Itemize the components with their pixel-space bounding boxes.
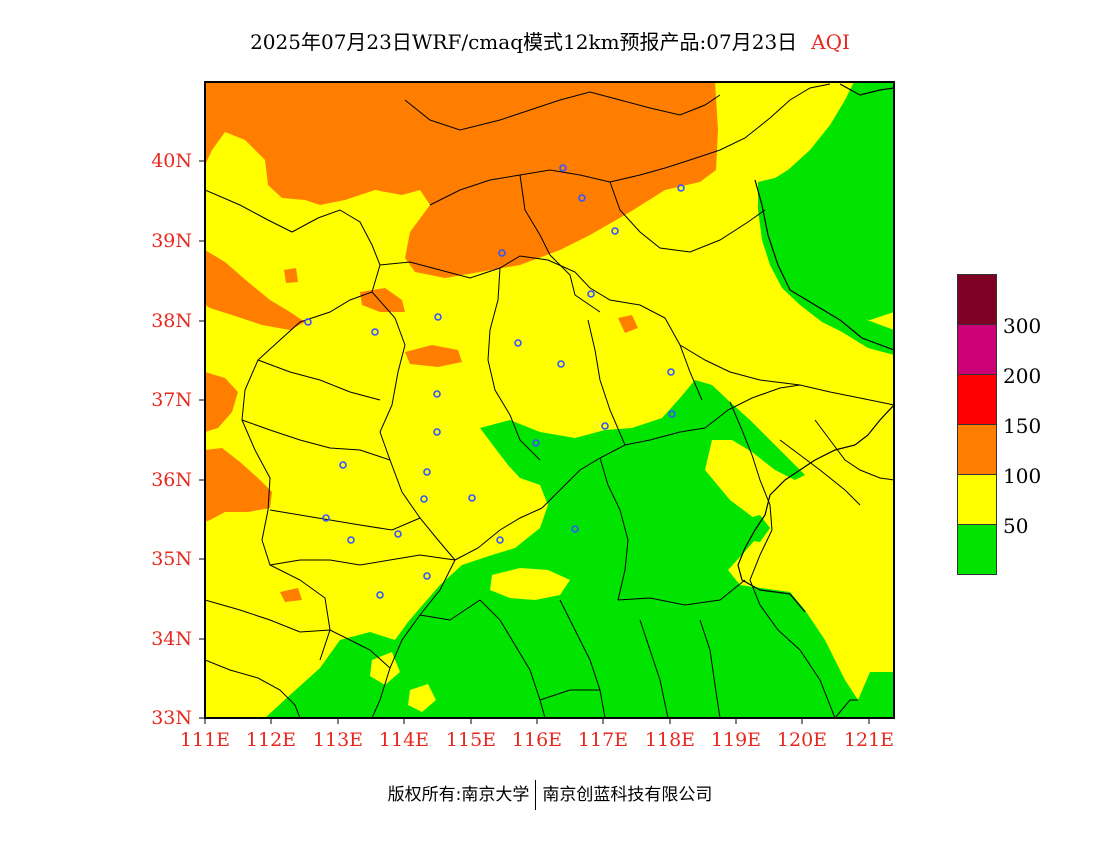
- footer-separator: [535, 780, 537, 810]
- zone-orange-west-3: [205, 448, 272, 522]
- lon-label-113e: 113E: [312, 729, 364, 751]
- station-marker[interactable]: [394, 530, 402, 538]
- station-marker[interactable]: [433, 390, 441, 398]
- boundaries: [205, 83, 894, 718]
- zone-yellow-hole-1: [490, 568, 570, 600]
- zone-orange-patch-3: [618, 315, 638, 333]
- copyright-text: 版权所有:南京大学: [387, 785, 530, 805]
- title-text: 2025年07月23日WRF/cmaq模式12km预报产品:07月23日: [250, 30, 798, 54]
- station-marker[interactable]: [433, 428, 441, 436]
- lon-label-117e: 117E: [577, 729, 629, 751]
- station-marker[interactable]: [371, 328, 379, 336]
- legend-label-200: 200: [1003, 364, 1042, 388]
- legend-label-50: 50: [1003, 514, 1029, 538]
- lon-label-121e: 121E: [843, 729, 895, 751]
- station-marker[interactable]: [376, 591, 384, 599]
- lat-label-40n: 40N: [151, 150, 192, 172]
- lon-label-119e: 119E: [710, 729, 762, 751]
- lon-label-114e: 114E: [378, 729, 430, 751]
- station-marker[interactable]: [611, 227, 619, 235]
- aqi-legend: [957, 274, 997, 575]
- station-marker[interactable]: [347, 536, 355, 544]
- station-marker[interactable]: [532, 439, 540, 447]
- lat-label-37n: 37N: [151, 389, 192, 411]
- station-marker[interactable]: [420, 495, 428, 503]
- zone-green-bohai: [758, 170, 894, 355]
- station-marker[interactable]: [322, 514, 330, 522]
- legend-label-300: 300: [1003, 314, 1042, 338]
- lat-label-34n: 34N: [151, 628, 192, 650]
- station-marker[interactable]: [434, 313, 442, 321]
- zone-orange-patch-1: [360, 288, 405, 312]
- station-marker[interactable]: [559, 164, 567, 172]
- station-marker[interactable]: [677, 184, 685, 192]
- legend-swatch-maroon: [957, 274, 997, 325]
- lon-label-120e: 120E: [776, 729, 828, 751]
- lon-label-115e: 115E: [445, 729, 497, 751]
- station-marker[interactable]: [578, 194, 586, 202]
- title-metric: AQI: [811, 30, 850, 54]
- lat-label-39n: 39N: [151, 230, 192, 252]
- legend-swatch-red: [957, 374, 997, 425]
- station-marker[interactable]: [557, 360, 565, 368]
- legend-swatch-orange: [957, 424, 997, 475]
- lon-label-111e: 111E: [179, 729, 231, 751]
- station-marker[interactable]: [468, 494, 476, 502]
- lon-label-112e: 112E: [245, 729, 297, 751]
- zone-orange-patch-4: [280, 588, 302, 602]
- zone-orange-patch-2: [405, 345, 462, 367]
- lat-label-33n: 33N: [151, 707, 192, 729]
- lat-label-35n: 35N: [151, 548, 192, 570]
- zone-orange-patch-5: [284, 268, 298, 283]
- station-marker[interactable]: [423, 572, 431, 580]
- copyright-footer: 版权所有:南京大学 南京创蓝科技有限公司: [0, 780, 1100, 810]
- legend-label-150: 150: [1003, 414, 1042, 438]
- legend-swatch-green: [957, 524, 997, 575]
- zone-yellow-hole-3: [370, 652, 400, 685]
- station-marker[interactable]: [587, 290, 595, 298]
- station-marker[interactable]: [601, 422, 609, 430]
- legend-swatch-yellow: [957, 474, 997, 525]
- station-markers: [304, 164, 685, 599]
- zone-orange-north: [205, 82, 718, 278]
- station-marker[interactable]: [423, 468, 431, 476]
- lon-label-116e: 116E: [511, 729, 563, 751]
- station-marker[interactable]: [339, 461, 347, 469]
- aqi-field: [205, 82, 894, 718]
- station-marker[interactable]: [304, 318, 312, 326]
- zone-orange-west-2: [205, 372, 238, 432]
- station-marker[interactable]: [498, 249, 506, 257]
- legend-label-100: 100: [1003, 464, 1042, 488]
- station-marker[interactable]: [496, 536, 504, 544]
- lon-label-118e: 118E: [644, 729, 696, 751]
- lat-label-38n: 38N: [151, 310, 192, 332]
- zone-green-coast: [740, 515, 770, 542]
- zone-green-south: [265, 380, 894, 718]
- station-marker[interactable]: [667, 368, 675, 376]
- station-marker[interactable]: [571, 525, 579, 533]
- lat-label-36n: 36N: [151, 469, 192, 491]
- axis-ticks: [199, 160, 870, 724]
- station-marker[interactable]: [514, 339, 522, 347]
- station-marker[interactable]: [668, 410, 676, 418]
- legend-swatch-purple: [957, 324, 997, 375]
- map-title: 2025年07月23日WRF/cmaq模式12km预报产品:07月23日 AQI: [0, 26, 1100, 55]
- company-text: 南京创蓝科技有限公司: [542, 785, 713, 805]
- zone-orange-west-1: [205, 250, 305, 330]
- zone-yellow-hole-2: [408, 684, 436, 712]
- coastline: [737, 83, 894, 613]
